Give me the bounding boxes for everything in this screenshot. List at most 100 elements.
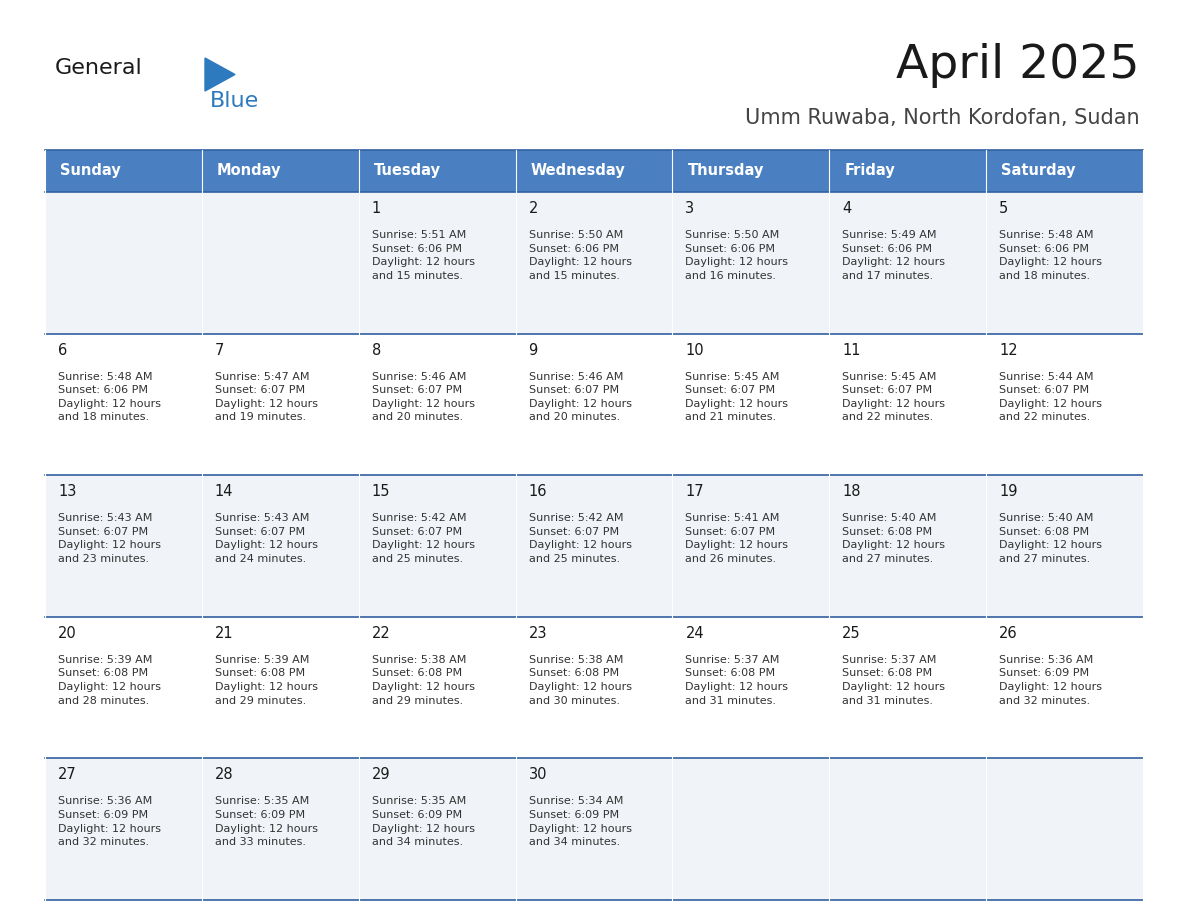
Bar xyxy=(986,758,1143,900)
Text: Sunrise: 5:45 AM
Sunset: 6:07 PM
Daylight: 12 hours
and 22 minutes.: Sunrise: 5:45 AM Sunset: 6:07 PM Dayligh… xyxy=(842,372,946,422)
Bar xyxy=(45,758,202,900)
Text: Sunrise: 5:35 AM
Sunset: 6:09 PM
Daylight: 12 hours
and 34 minutes.: Sunrise: 5:35 AM Sunset: 6:09 PM Dayligh… xyxy=(372,797,475,847)
Bar xyxy=(986,192,1143,333)
Bar xyxy=(202,150,359,192)
Text: Sunrise: 5:48 AM
Sunset: 6:06 PM
Daylight: 12 hours
and 18 minutes.: Sunrise: 5:48 AM Sunset: 6:06 PM Dayligh… xyxy=(999,230,1102,281)
Text: Sunrise: 5:45 AM
Sunset: 6:07 PM
Daylight: 12 hours
and 21 minutes.: Sunrise: 5:45 AM Sunset: 6:07 PM Dayligh… xyxy=(685,372,789,422)
Bar xyxy=(516,617,672,758)
Bar xyxy=(986,333,1143,476)
Bar xyxy=(359,758,516,900)
Text: 27: 27 xyxy=(58,767,77,782)
Text: Sunrise: 5:37 AM
Sunset: 6:08 PM
Daylight: 12 hours
and 31 minutes.: Sunrise: 5:37 AM Sunset: 6:08 PM Dayligh… xyxy=(685,655,789,706)
Text: Sunrise: 5:42 AM
Sunset: 6:07 PM
Daylight: 12 hours
and 25 minutes.: Sunrise: 5:42 AM Sunset: 6:07 PM Dayligh… xyxy=(372,513,475,564)
Bar xyxy=(45,476,202,617)
Bar xyxy=(45,150,202,192)
Text: Sunrise: 5:48 AM
Sunset: 6:06 PM
Daylight: 12 hours
and 18 minutes.: Sunrise: 5:48 AM Sunset: 6:06 PM Dayligh… xyxy=(58,372,162,422)
Polygon shape xyxy=(206,58,235,91)
Text: Sunrise: 5:39 AM
Sunset: 6:08 PM
Daylight: 12 hours
and 28 minutes.: Sunrise: 5:39 AM Sunset: 6:08 PM Dayligh… xyxy=(58,655,162,706)
Text: Sunrise: 5:40 AM
Sunset: 6:08 PM
Daylight: 12 hours
and 27 minutes.: Sunrise: 5:40 AM Sunset: 6:08 PM Dayligh… xyxy=(999,513,1102,564)
Text: 25: 25 xyxy=(842,626,861,641)
Bar xyxy=(672,476,829,617)
Text: Sunrise: 5:44 AM
Sunset: 6:07 PM
Daylight: 12 hours
and 22 minutes.: Sunrise: 5:44 AM Sunset: 6:07 PM Dayligh… xyxy=(999,372,1102,422)
Text: 21: 21 xyxy=(215,626,234,641)
Text: 3: 3 xyxy=(685,201,695,216)
Text: Wednesday: Wednesday xyxy=(531,163,625,178)
Text: 2: 2 xyxy=(529,201,538,216)
Bar xyxy=(516,476,672,617)
Text: 11: 11 xyxy=(842,342,861,358)
Bar xyxy=(516,192,672,333)
Bar xyxy=(829,333,986,476)
Text: Blue: Blue xyxy=(210,91,259,111)
Bar xyxy=(672,758,829,900)
Text: Sunrise: 5:34 AM
Sunset: 6:09 PM
Daylight: 12 hours
and 34 minutes.: Sunrise: 5:34 AM Sunset: 6:09 PM Dayligh… xyxy=(529,797,632,847)
Text: 22: 22 xyxy=(372,626,391,641)
Text: 30: 30 xyxy=(529,767,546,782)
Text: Sunrise: 5:35 AM
Sunset: 6:09 PM
Daylight: 12 hours
and 33 minutes.: Sunrise: 5:35 AM Sunset: 6:09 PM Dayligh… xyxy=(215,797,318,847)
Bar xyxy=(359,476,516,617)
Text: 1: 1 xyxy=(372,201,381,216)
Text: 15: 15 xyxy=(372,484,390,499)
Bar xyxy=(359,192,516,333)
Text: Sunrise: 5:47 AM
Sunset: 6:07 PM
Daylight: 12 hours
and 19 minutes.: Sunrise: 5:47 AM Sunset: 6:07 PM Dayligh… xyxy=(215,372,318,422)
Text: 24: 24 xyxy=(685,626,704,641)
Bar xyxy=(829,192,986,333)
Text: Sunrise: 5:40 AM
Sunset: 6:08 PM
Daylight: 12 hours
and 27 minutes.: Sunrise: 5:40 AM Sunset: 6:08 PM Dayligh… xyxy=(842,513,946,564)
Text: 5: 5 xyxy=(999,201,1009,216)
Bar xyxy=(45,333,202,476)
Bar xyxy=(672,333,829,476)
Text: Sunrise: 5:41 AM
Sunset: 6:07 PM
Daylight: 12 hours
and 26 minutes.: Sunrise: 5:41 AM Sunset: 6:07 PM Dayligh… xyxy=(685,513,789,564)
Text: Sunrise: 5:36 AM
Sunset: 6:09 PM
Daylight: 12 hours
and 32 minutes.: Sunrise: 5:36 AM Sunset: 6:09 PM Dayligh… xyxy=(58,797,162,847)
Text: Sunrise: 5:43 AM
Sunset: 6:07 PM
Daylight: 12 hours
and 23 minutes.: Sunrise: 5:43 AM Sunset: 6:07 PM Dayligh… xyxy=(58,513,162,564)
Text: Sunrise: 5:51 AM
Sunset: 6:06 PM
Daylight: 12 hours
and 15 minutes.: Sunrise: 5:51 AM Sunset: 6:06 PM Dayligh… xyxy=(372,230,475,281)
Text: 19: 19 xyxy=(999,484,1018,499)
Text: 26: 26 xyxy=(999,626,1018,641)
Text: 7: 7 xyxy=(215,342,225,358)
Text: 6: 6 xyxy=(58,342,68,358)
Text: Umm Ruwaba, North Kordofan, Sudan: Umm Ruwaba, North Kordofan, Sudan xyxy=(745,108,1140,128)
Text: 12: 12 xyxy=(999,342,1018,358)
Bar xyxy=(829,476,986,617)
Bar xyxy=(672,150,829,192)
Text: 20: 20 xyxy=(58,626,77,641)
Text: Monday: Monday xyxy=(217,163,282,178)
Text: Sunrise: 5:50 AM
Sunset: 6:06 PM
Daylight: 12 hours
and 15 minutes.: Sunrise: 5:50 AM Sunset: 6:06 PM Dayligh… xyxy=(529,230,632,281)
Text: Sunrise: 5:36 AM
Sunset: 6:09 PM
Daylight: 12 hours
and 32 minutes.: Sunrise: 5:36 AM Sunset: 6:09 PM Dayligh… xyxy=(999,655,1102,706)
Text: Tuesday: Tuesday xyxy=(374,163,441,178)
Text: Sunrise: 5:46 AM
Sunset: 6:07 PM
Daylight: 12 hours
and 20 minutes.: Sunrise: 5:46 AM Sunset: 6:07 PM Dayligh… xyxy=(529,372,632,422)
Text: April 2025: April 2025 xyxy=(897,43,1140,88)
Text: 18: 18 xyxy=(842,484,861,499)
Text: 28: 28 xyxy=(215,767,234,782)
Text: Sunrise: 5:37 AM
Sunset: 6:08 PM
Daylight: 12 hours
and 31 minutes.: Sunrise: 5:37 AM Sunset: 6:08 PM Dayligh… xyxy=(842,655,946,706)
Bar xyxy=(45,617,202,758)
Bar xyxy=(202,333,359,476)
Text: Friday: Friday xyxy=(845,163,895,178)
Bar xyxy=(672,192,829,333)
Bar xyxy=(359,333,516,476)
Text: 9: 9 xyxy=(529,342,538,358)
Text: Sunrise: 5:42 AM
Sunset: 6:07 PM
Daylight: 12 hours
and 25 minutes.: Sunrise: 5:42 AM Sunset: 6:07 PM Dayligh… xyxy=(529,513,632,564)
Bar xyxy=(202,617,359,758)
Bar xyxy=(516,758,672,900)
Bar xyxy=(986,476,1143,617)
Text: 17: 17 xyxy=(685,484,704,499)
Text: 13: 13 xyxy=(58,484,76,499)
Text: 23: 23 xyxy=(529,626,546,641)
Text: Sunrise: 5:46 AM
Sunset: 6:07 PM
Daylight: 12 hours
and 20 minutes.: Sunrise: 5:46 AM Sunset: 6:07 PM Dayligh… xyxy=(372,372,475,422)
Text: Saturday: Saturday xyxy=(1001,163,1075,178)
Text: 8: 8 xyxy=(372,342,381,358)
Bar xyxy=(672,617,829,758)
Text: Thursday: Thursday xyxy=(688,163,764,178)
Bar xyxy=(516,333,672,476)
Bar xyxy=(202,476,359,617)
Text: Sunrise: 5:50 AM
Sunset: 6:06 PM
Daylight: 12 hours
and 16 minutes.: Sunrise: 5:50 AM Sunset: 6:06 PM Dayligh… xyxy=(685,230,789,281)
Text: Sunrise: 5:49 AM
Sunset: 6:06 PM
Daylight: 12 hours
and 17 minutes.: Sunrise: 5:49 AM Sunset: 6:06 PM Dayligh… xyxy=(842,230,946,281)
Text: 10: 10 xyxy=(685,342,704,358)
Bar xyxy=(202,758,359,900)
Bar xyxy=(829,150,986,192)
Text: Sunday: Sunday xyxy=(61,163,121,178)
Text: General: General xyxy=(55,58,143,78)
Text: Sunrise: 5:38 AM
Sunset: 6:08 PM
Daylight: 12 hours
and 30 minutes.: Sunrise: 5:38 AM Sunset: 6:08 PM Dayligh… xyxy=(529,655,632,706)
Bar xyxy=(359,617,516,758)
Bar xyxy=(829,758,986,900)
